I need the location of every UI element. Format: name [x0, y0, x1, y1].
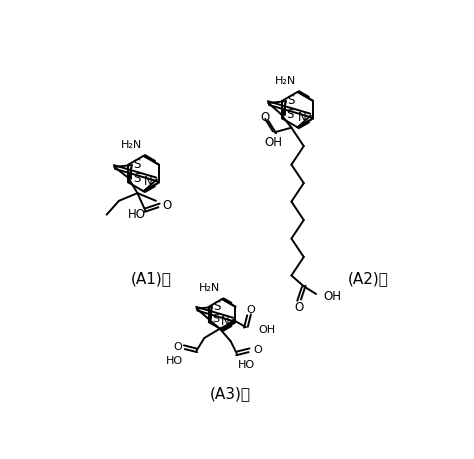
Text: S: S — [134, 158, 141, 171]
Text: S: S — [288, 94, 295, 107]
Text: O: O — [246, 305, 255, 315]
Text: H₂N: H₂N — [121, 139, 142, 149]
Text: HO: HO — [238, 359, 255, 369]
Text: O: O — [162, 199, 171, 212]
Text: O: O — [294, 300, 304, 313]
Text: N: N — [221, 314, 230, 327]
Text: O: O — [261, 110, 270, 123]
Text: O: O — [174, 341, 182, 351]
Text: H₂N: H₂N — [200, 282, 220, 292]
Text: HO: HO — [166, 355, 183, 365]
Text: (A3)。: (A3)。 — [210, 386, 250, 401]
Text: OH: OH — [258, 324, 275, 334]
Text: HO: HO — [128, 207, 146, 220]
Text: S: S — [214, 299, 221, 313]
Text: O: O — [254, 344, 263, 354]
Text: N: N — [298, 111, 307, 123]
Text: S: S — [134, 172, 141, 185]
Text: OH: OH — [324, 289, 342, 302]
Text: S: S — [212, 313, 219, 323]
Text: H₂N: H₂N — [275, 75, 296, 85]
Text: N: N — [144, 174, 153, 187]
Text: (A1)、: (A1)、 — [131, 270, 172, 285]
Text: OH: OH — [264, 136, 282, 149]
Text: S: S — [286, 108, 293, 121]
Text: (A2)、: (A2)、 — [348, 270, 389, 285]
